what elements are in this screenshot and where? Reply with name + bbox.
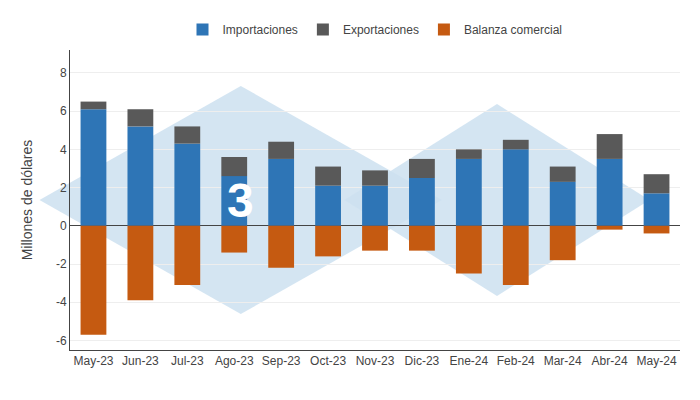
svg-text:Ago-23: Ago-23 <box>215 354 254 368</box>
svg-text:Mar-24: Mar-24 <box>544 354 582 368</box>
svg-text:-4: -4 <box>56 295 67 309</box>
svg-text:-6: -6 <box>56 334 67 348</box>
svg-text:2: 2 <box>60 181 67 195</box>
svg-text:Balanza comercial: Balanza comercial <box>464 23 562 37</box>
svg-text:Importaciones: Importaciones <box>223 23 298 37</box>
svg-text:Feb-24: Feb-24 <box>497 354 535 368</box>
svg-text:8: 8 <box>60 66 67 80</box>
svg-text:Sep-23: Sep-23 <box>262 354 301 368</box>
svg-text:6: 6 <box>60 104 67 118</box>
svg-text:Abr-24: Abr-24 <box>592 354 628 368</box>
svg-text:Jul-23: Jul-23 <box>171 354 204 368</box>
svg-text:Oct-23: Oct-23 <box>310 354 346 368</box>
svg-text:3: 3 <box>227 174 254 227</box>
svg-text:May-23: May-23 <box>73 354 113 368</box>
svg-text:-2: -2 <box>56 257 67 271</box>
svg-text:Millones de dólares: Millones de dólares <box>19 140 35 261</box>
svg-text:May-24: May-24 <box>637 354 677 368</box>
svg-text:Nov-23: Nov-23 <box>356 354 395 368</box>
svg-text:Exportaciones: Exportaciones <box>343 23 419 37</box>
svg-text:Ene-24: Ene-24 <box>449 354 488 368</box>
svg-text:0: 0 <box>60 219 67 233</box>
svg-text:Jun-23: Jun-23 <box>122 354 159 368</box>
svg-text:4: 4 <box>60 143 67 157</box>
svg-text:Dic-23: Dic-23 <box>405 354 440 368</box>
